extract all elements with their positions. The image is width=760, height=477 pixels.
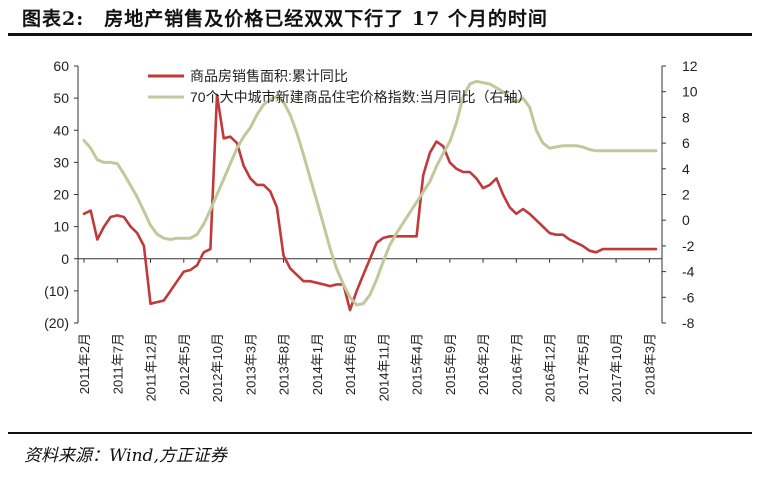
sales-area-line	[82, 93, 658, 312]
x-axis-tick-label: 2017年10月	[609, 333, 624, 402]
left-axis-tick-label: 0	[61, 251, 69, 267]
right-axis-tick-label: -6	[682, 289, 695, 305]
right-axis-tick-label: 6	[682, 135, 690, 151]
right-axis-tick-label: 10	[682, 84, 698, 100]
x-axis-tick-label: 2016年7月	[509, 333, 524, 395]
right-axis-tick-label: -4	[682, 264, 695, 280]
x-axis-tick-label: 2012年5月	[177, 333, 192, 395]
right-axis-tick-label: -2	[682, 238, 695, 254]
left-axis-tick-label: 30	[53, 154, 69, 170]
source-note: 资料来源：Wind,方正证券	[24, 446, 227, 466]
x-axis-tick-label: 2015年4月	[410, 333, 425, 395]
x-axis-tick-label: 2014年11月	[376, 333, 391, 401]
title-rule	[8, 33, 752, 36]
x-axis-tick-label: 2012年10月	[210, 333, 225, 402]
x-axis-tick-label: 2018年3月	[642, 333, 657, 395]
right-axis-tick-label: 4	[682, 161, 690, 177]
right-axis-tick-label: 0	[682, 212, 690, 228]
x-axis-tick-label: 2015年9月	[443, 333, 458, 395]
legend-label-sales: 商品房销售面积:累计同比	[190, 68, 348, 84]
x-axis-tick-label: 2017年5月	[576, 333, 591, 395]
right-axis-tick-label: 12	[682, 58, 698, 74]
chart-series	[82, 79, 658, 312]
left-axis-tick-label: (20)	[44, 315, 69, 331]
x-axis-tick-label: 2011年12月	[144, 333, 159, 401]
x-axis-tick-label: 2016年2月	[476, 333, 491, 395]
left-axis-tick-label: 60	[53, 58, 69, 74]
left-axis-tick-label: (10)	[44, 283, 69, 299]
chart-axes: (20) (10) 0 10 20 30 40 50 60 -8 -6 -4 -2 0 2 4 6 8 10 12 20…	[44, 58, 698, 402]
x-axis-tick-label: 2014年6月	[343, 333, 358, 395]
price-index-line	[82, 79, 658, 307]
chart: (20) (10) 0 10 20 30 40 50 60 -8 -6 -4 -2 0 2 4 6 8 10 12 20…	[44, 58, 698, 402]
x-axis-tick-label: 2011年7月	[110, 333, 125, 394]
x-axis-tick-label: 2013年8月	[277, 333, 292, 395]
left-axis-tick-label: 50	[53, 90, 69, 106]
right-axis-tick-label: -8	[682, 315, 695, 331]
source-rule	[8, 432, 752, 434]
left-axis-tick-label: 10	[53, 219, 69, 235]
chart-title: 图表2: 房地产销售及价格已经双双下行了 17 个月的时间	[22, 8, 548, 30]
x-axis-tick-label: 2016年12月	[543, 333, 558, 402]
left-axis-tick-label: 20	[53, 187, 69, 203]
x-axis-tick-label: 2014年1月	[310, 333, 325, 395]
right-axis-tick-label: 2	[682, 187, 690, 203]
legend-label-price: 70个大中城市新建商品住宅价格指数:当月同比（右轴）	[190, 89, 531, 105]
x-axis-tick-label: 2013年3月	[243, 333, 258, 395]
x-axis-tick-label: 2011年2月	[77, 333, 92, 394]
right-axis-tick-label: 8	[682, 109, 690, 125]
left-axis-tick-label: 40	[53, 122, 69, 138]
chart-legend: 商品房销售面积:累计同比 70个大中城市新建商品住宅价格指数:当月同比（右轴）	[148, 68, 531, 105]
